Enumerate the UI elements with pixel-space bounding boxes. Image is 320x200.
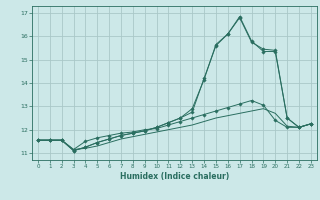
X-axis label: Humidex (Indice chaleur): Humidex (Indice chaleur) bbox=[120, 172, 229, 181]
